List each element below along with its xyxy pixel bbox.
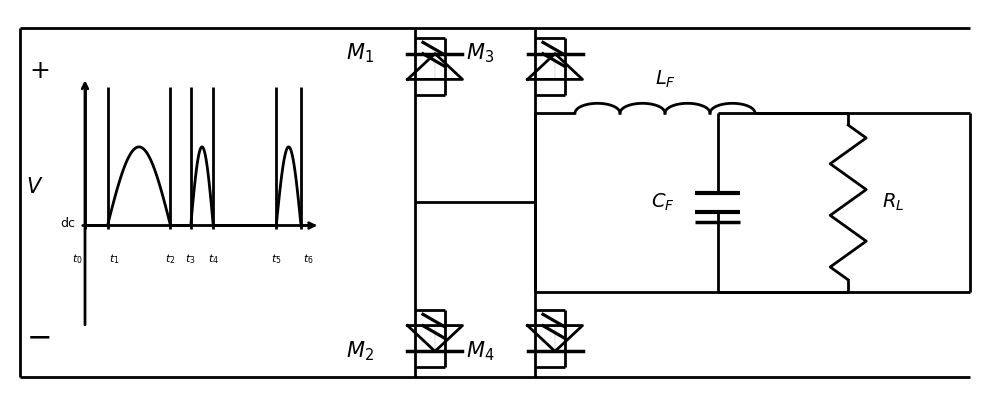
- Text: $t_0$: $t_0$: [72, 252, 82, 266]
- Text: $V$: $V$: [26, 177, 44, 197]
- Text: −: −: [27, 323, 53, 352]
- Text: $t_3$: $t_3$: [185, 252, 196, 266]
- Text: $L_F$: $L_F$: [655, 69, 675, 90]
- Text: $R_L$: $R_L$: [882, 192, 904, 213]
- Text: $t_2$: $t_2$: [165, 252, 176, 266]
- Text: $M_2$: $M_2$: [346, 339, 374, 363]
- Text: $t_1$: $t_1$: [109, 252, 120, 266]
- Text: $C_F$: $C_F$: [651, 192, 675, 213]
- Text: +: +: [30, 60, 50, 83]
- Text: $M_4$: $M_4$: [466, 339, 494, 363]
- Text: $M_3$: $M_3$: [466, 42, 494, 66]
- Text: $\mathrm{dc}$: $\mathrm{dc}$: [60, 216, 76, 230]
- Text: $t_4$: $t_4$: [208, 252, 219, 266]
- Text: $t_6$: $t_6$: [303, 252, 313, 266]
- Text: $t_5$: $t_5$: [271, 252, 282, 266]
- Text: $M_1$: $M_1$: [346, 42, 374, 66]
